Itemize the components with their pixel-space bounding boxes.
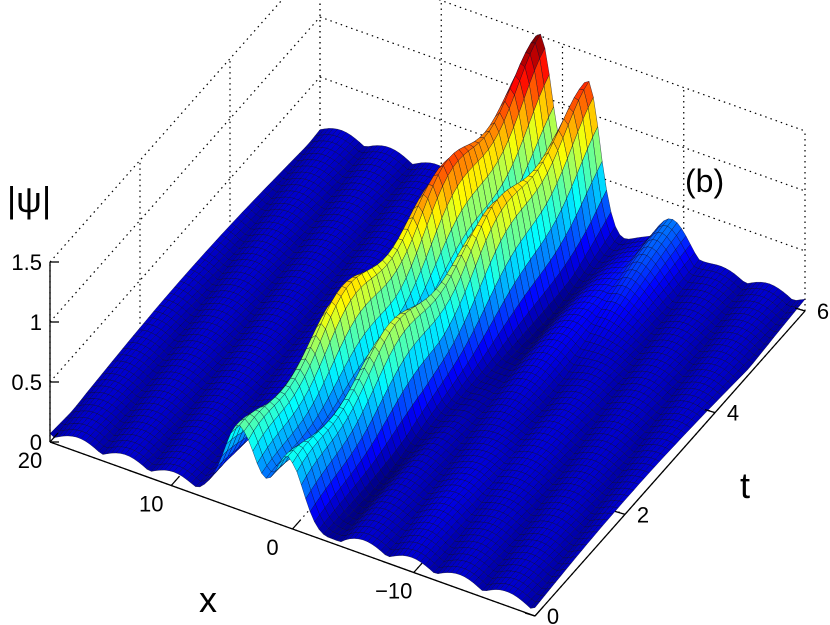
grid-line [49,76,321,383]
grid-line [49,0,283,263]
grid-line [49,16,321,323]
grid-line [319,16,806,192]
grid-line [438,0,806,132]
grid-line [319,76,806,252]
surface [49,33,806,609]
